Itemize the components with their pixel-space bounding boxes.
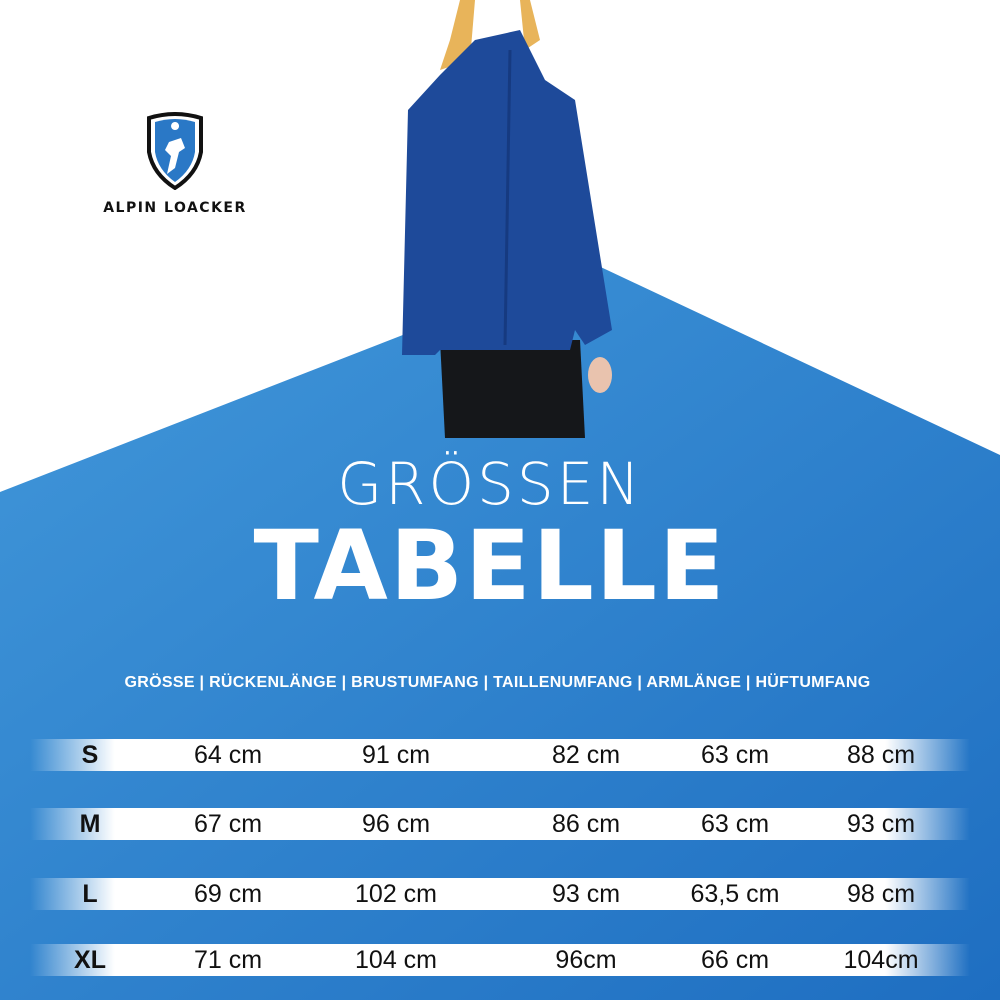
title-line-2: TABELLE <box>253 510 727 622</box>
size-label: M <box>79 810 101 838</box>
measurement-cell: 67 cm <box>193 810 263 838</box>
measurement-cell: 64 cm <box>193 741 263 769</box>
measurement-cell: 98 cm <box>846 880 916 908</box>
measurement-cell: 93 cm <box>551 880 621 908</box>
table-row: M 67 cm 96 cm 86 cm 63 cm 93 cm <box>30 808 970 840</box>
measurement-cell: 104 cm <box>355 946 437 974</box>
table-header: GRÖSSE | RÜCKENLÄNGE | BRUSTUMFANG | TAI… <box>124 674 871 691</box>
measurement-cell: 71 cm <box>193 946 263 974</box>
size-label: S <box>81 741 99 769</box>
size-label: L <box>82 880 98 908</box>
title-line-1: GRÖSSEN <box>337 450 643 518</box>
measurement-cell: 63 cm <box>700 810 770 838</box>
brand-name: ALPIN LOACKER <box>103 200 247 216</box>
measurement-cell: 66 cm <box>700 946 770 974</box>
model-photo <box>402 0 612 438</box>
measurement-cell: 63,5 cm <box>690 880 780 908</box>
shield-icon <box>147 112 203 191</box>
table-row: L 69 cm 102 cm 93 cm 63,5 cm 98 cm <box>30 878 970 910</box>
measurement-cell: 63 cm <box>700 741 770 769</box>
measurement-cell: 86 cm <box>551 810 621 838</box>
measurement-cell: 91 cm <box>361 741 431 769</box>
table-row: XL 71 cm 104 cm 96cm 66 cm 104cm <box>30 944 970 976</box>
measurement-cell: 82 cm <box>551 741 621 769</box>
measurement-cell: 102 cm <box>355 880 437 908</box>
measurement-cell: 88 cm <box>846 741 916 769</box>
table-row: S 64 cm 91 cm 82 cm 63 cm 88 cm <box>30 739 970 771</box>
measurement-cell: 104cm <box>843 946 919 974</box>
measurement-cell: 93 cm <box>846 810 916 838</box>
measurement-cell: 96 cm <box>361 810 431 838</box>
size-label: XL <box>74 946 106 974</box>
measurement-cell: 69 cm <box>193 880 263 908</box>
brand-logo: ALPIN LOACKER <box>100 112 250 216</box>
measurement-cell: 96cm <box>555 946 617 974</box>
